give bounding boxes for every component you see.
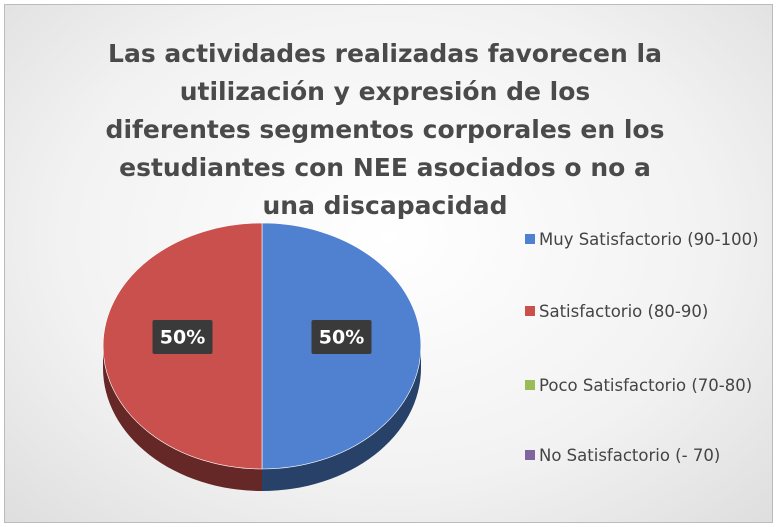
legend-label: Satisfactorio (80-90) bbox=[539, 302, 709, 321]
legend-item: No Satisfactorio (- 70) bbox=[525, 443, 760, 469]
data-label: 50% bbox=[319, 327, 364, 349]
legend-label: Poco Satisfactorio (70-80) bbox=[539, 376, 753, 395]
legend-label: Muy Satisfactorio (90-100) bbox=[539, 230, 759, 249]
data-label-box bbox=[152, 320, 213, 354]
legend-item: Satisfactorio (80-90) bbox=[525, 299, 760, 325]
legend-swatch bbox=[525, 234, 535, 244]
legend-swatch bbox=[525, 380, 535, 390]
pie-side bbox=[262, 346, 421, 491]
legend-swatch bbox=[525, 306, 535, 316]
legend-label: No Satisfactorio (- 70) bbox=[539, 446, 721, 465]
data-label-box bbox=[311, 320, 372, 354]
legend-item: Muy Satisfactorio (90-100) bbox=[525, 227, 760, 253]
pie: 50% 50% bbox=[102, 222, 422, 491]
legend-item: Poco Satisfactorio (70-80) bbox=[525, 373, 760, 399]
chart-area: 50% 50% Las actividades realizadas favore… bbox=[4, 4, 773, 523]
chart-title: Las actividades realizadas favorecen la … bbox=[105, 39, 665, 220]
legend-swatch bbox=[525, 450, 535, 460]
pie-side bbox=[103, 346, 262, 491]
data-label: 50% bbox=[160, 327, 205, 349]
